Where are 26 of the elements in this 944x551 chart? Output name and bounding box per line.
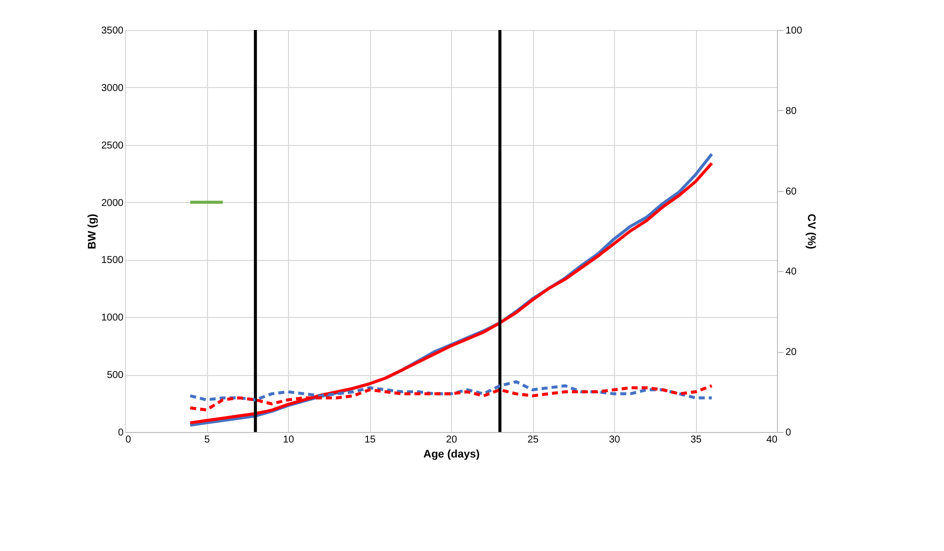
- y2-tick-label: 100: [786, 26, 803, 36]
- y-tick-label: 3000: [101, 82, 124, 94]
- x-tick-label: 5: [204, 434, 210, 446]
- y-axis-title: BW (g): [86, 213, 98, 250]
- x-tick-label: 40: [766, 434, 778, 446]
- x-tick-label: 30: [608, 434, 620, 446]
- y2-axis-title: CV (%): [805, 214, 818, 250]
- x-tick-label: 20: [446, 434, 458, 446]
- y2-tick-label: 0: [786, 428, 792, 438]
- x-tick-label: 25: [527, 434, 539, 446]
- y-tick-label: 2000: [101, 198, 124, 209]
- y-tick-label: 2500: [101, 140, 124, 152]
- y2-tick-label: 40: [786, 266, 798, 278]
- y-tick-label: 0: [118, 428, 124, 438]
- x-axis-title: Age (days): [423, 448, 480, 460]
- y-tick-label: 1000: [101, 312, 124, 324]
- x-tick-label: 0: [126, 434, 132, 446]
- y2-tick-label: 60: [786, 186, 798, 198]
- x-tick-label: 10: [282, 434, 294, 446]
- y-tick-label: 1500: [101, 255, 124, 266]
- y-tick-label: 500: [106, 370, 124, 382]
- x-tick-label: 35: [690, 434, 702, 446]
- y2-tick-label: 80: [786, 106, 798, 117]
- y2-tick-label: 20: [786, 347, 798, 358]
- y-tick-label: 3500: [101, 26, 124, 36]
- x-tick-label: 15: [364, 434, 376, 446]
